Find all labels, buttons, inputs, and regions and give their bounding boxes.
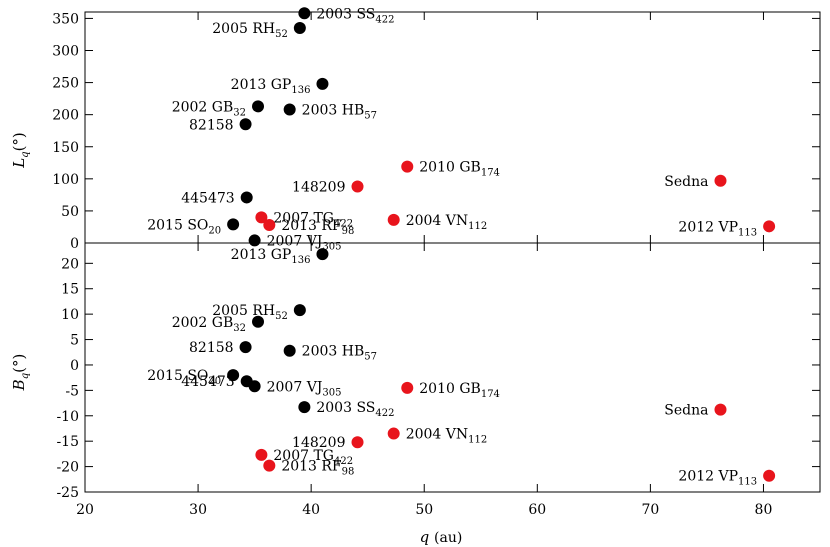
data-point	[316, 77, 329, 90]
y-axis-title-top: Lq(°)	[10, 132, 31, 169]
y-tick-label: 0	[70, 358, 79, 374]
data-point	[763, 469, 776, 482]
data-point	[401, 160, 414, 173]
point-label: 445473	[181, 190, 234, 206]
point-label: 2007 VJ305	[267, 233, 342, 252]
point-label: 2004 VN112	[406, 213, 488, 232]
x-axis-title: q (au)	[420, 528, 463, 546]
data-point	[714, 174, 727, 187]
data-point	[263, 459, 276, 472]
y-tick-label: 5	[70, 333, 79, 349]
data-point	[255, 211, 268, 224]
data-point	[283, 344, 296, 357]
y-tick-label: 100	[52, 172, 79, 188]
point-label: 2013 GP136	[231, 77, 311, 96]
data-point	[316, 248, 329, 261]
point-label: 2003 SS422	[316, 6, 394, 25]
point-label: 2004 VN112	[406, 427, 488, 446]
data-point	[298, 7, 311, 20]
point-label: 148209	[292, 435, 345, 451]
point-label: 2015 SO20	[147, 368, 221, 387]
point-label: 2007 TG422	[273, 448, 353, 467]
data-point	[248, 234, 261, 247]
y-tick-label: -25	[56, 485, 79, 501]
data-point	[255, 448, 268, 461]
point-label: 2003 HB57	[302, 103, 377, 122]
data-point	[248, 380, 261, 393]
axis-titles: Lq(°) Bq(°) q (au)	[10, 132, 462, 546]
x-tick-label: 20	[76, 502, 94, 518]
point-label: 2002 GB32	[172, 99, 246, 118]
point-label: 2005 RH52	[212, 303, 288, 322]
point-label: 2012 VP113	[678, 469, 757, 488]
point-label: 2002 GB32	[172, 315, 246, 334]
data-point	[239, 118, 252, 131]
point-label: 2003 HB57	[302, 344, 377, 363]
data-point	[351, 436, 364, 449]
point-label: 2007 VJ305	[267, 379, 342, 398]
y-tick-label: 50	[61, 204, 79, 220]
y-axis-title-bottom: Bq(°)	[10, 354, 31, 392]
point-label: Sedna	[664, 174, 708, 190]
data-point	[252, 100, 265, 113]
x-tick-label: 50	[415, 502, 433, 518]
data-point	[227, 218, 240, 231]
point-label: 2005 RH52	[212, 21, 288, 40]
axis-tick-labels: 05010015020025030035020151050-5-10-15-20…	[52, 11, 772, 518]
x-tick-label: 30	[189, 502, 207, 518]
point-label: 2013 RF98	[281, 459, 354, 478]
data-point	[293, 22, 306, 35]
y-tick-label: -20	[56, 460, 79, 476]
data-point	[401, 381, 414, 394]
data-point	[351, 180, 364, 193]
x-tick-label: 70	[641, 502, 659, 518]
data-point	[298, 401, 311, 414]
y-tick-label: 350	[52, 11, 79, 27]
y-tick-label: -10	[56, 409, 79, 425]
axis-ticks	[84, 12, 820, 493]
y-tick-label: 20	[61, 256, 79, 272]
point-label: 82158	[189, 340, 234, 356]
point-label: 445473	[181, 374, 234, 390]
point-label: 82158	[189, 117, 234, 133]
data-point	[387, 427, 400, 440]
data-point	[714, 403, 727, 416]
data-point	[227, 369, 240, 382]
point-label: 2012 VP113	[678, 219, 757, 238]
y-tick-label: -5	[65, 383, 79, 399]
data-points	[227, 7, 776, 482]
point-label: 2007 TG422	[273, 210, 353, 229]
plot-frames	[84, 11, 821, 493]
point-label: 148209	[292, 180, 345, 196]
point-label: 2015 SO20	[147, 217, 221, 236]
data-point	[293, 304, 306, 317]
y-tick-label: 0	[70, 236, 79, 252]
point-label: 2010 GB174	[419, 381, 500, 400]
y-tick-label: 150	[52, 140, 79, 156]
data-point	[283, 103, 296, 116]
y-tick-label: 200	[52, 108, 79, 124]
x-tick-label: 40	[302, 502, 320, 518]
panel-frame-bottom	[84, 242, 821, 493]
data-point	[387, 213, 400, 226]
data-point	[240, 191, 253, 204]
point-label: 2013 GP136	[231, 247, 311, 266]
y-tick-label: 300	[52, 44, 79, 60]
point-label: 2003 SS422	[316, 400, 394, 419]
y-tick-label: 15	[61, 282, 79, 298]
data-point	[239, 341, 252, 354]
y-tick-label: -15	[56, 434, 79, 450]
point-label: 2013 RF98	[281, 218, 354, 237]
data-point	[263, 219, 276, 232]
data-point	[252, 315, 265, 328]
y-tick-label: 10	[61, 307, 79, 323]
point-label: Sedna	[664, 403, 708, 419]
point-label: 2010 GB174	[419, 160, 500, 179]
x-tick-label: 80	[755, 502, 773, 518]
y-tick-label: 250	[52, 76, 79, 92]
data-point	[763, 220, 776, 233]
x-tick-label: 60	[528, 502, 546, 518]
